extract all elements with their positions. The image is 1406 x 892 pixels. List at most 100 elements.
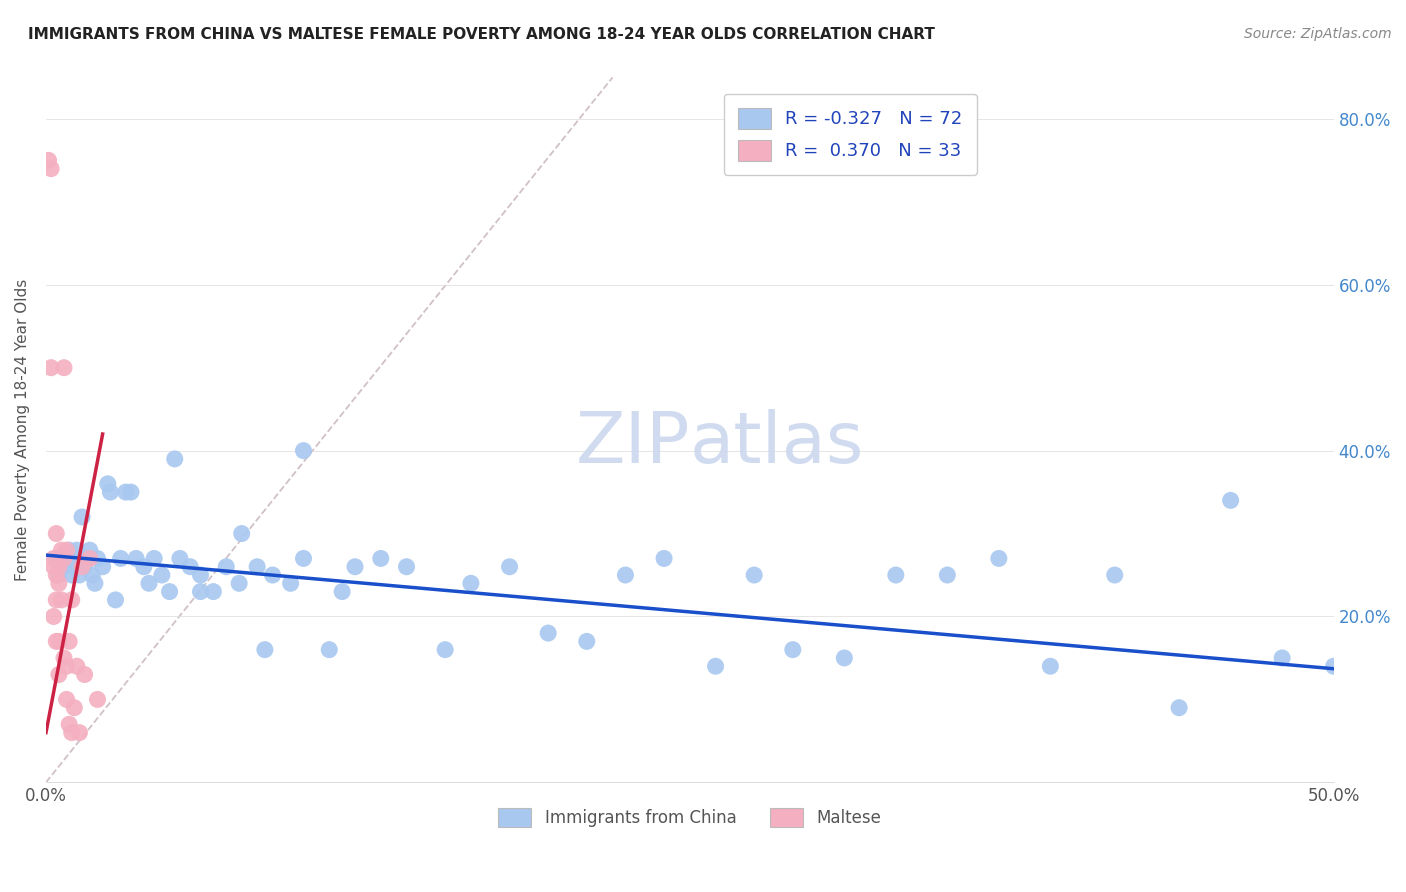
Point bbox=[262, 568, 284, 582]
Point bbox=[884, 568, 907, 582]
Point bbox=[63, 700, 86, 714]
Point bbox=[86, 551, 108, 566]
Point bbox=[55, 551, 77, 566]
Point bbox=[292, 551, 315, 566]
Point bbox=[179, 559, 201, 574]
Point bbox=[48, 568, 70, 582]
Point bbox=[987, 551, 1010, 566]
Point bbox=[60, 568, 83, 582]
Point bbox=[53, 360, 76, 375]
Point bbox=[190, 568, 212, 582]
Point bbox=[60, 593, 83, 607]
Point bbox=[215, 559, 238, 574]
Point bbox=[169, 551, 191, 566]
Point bbox=[936, 568, 959, 582]
Point bbox=[97, 476, 120, 491]
Point bbox=[79, 543, 101, 558]
Point bbox=[45, 551, 67, 566]
Text: Source: ZipAtlas.com: Source: ZipAtlas.com bbox=[1244, 27, 1392, 41]
Point bbox=[246, 559, 269, 574]
Point bbox=[370, 551, 392, 566]
Point bbox=[42, 609, 65, 624]
Point bbox=[742, 568, 765, 582]
Point bbox=[228, 576, 250, 591]
Point bbox=[91, 559, 114, 574]
Point bbox=[704, 659, 727, 673]
Text: ZIP: ZIP bbox=[575, 409, 690, 478]
Point bbox=[55, 543, 77, 558]
Point bbox=[45, 526, 67, 541]
Point bbox=[70, 510, 93, 524]
Point bbox=[63, 559, 86, 574]
Point bbox=[76, 551, 98, 566]
Point bbox=[73, 559, 96, 574]
Point bbox=[98, 485, 121, 500]
Text: atlas: atlas bbox=[690, 409, 865, 478]
Point bbox=[253, 642, 276, 657]
Point bbox=[69, 725, 91, 739]
Point bbox=[1219, 493, 1241, 508]
Point bbox=[51, 543, 73, 558]
Point bbox=[45, 634, 67, 648]
Point bbox=[58, 634, 80, 648]
Point bbox=[79, 551, 101, 566]
Point bbox=[39, 161, 62, 176]
Point bbox=[343, 559, 366, 574]
Point bbox=[318, 642, 340, 657]
Point bbox=[1039, 659, 1062, 673]
Point bbox=[82, 568, 104, 582]
Point bbox=[48, 576, 70, 591]
Point bbox=[280, 576, 302, 591]
Point bbox=[73, 667, 96, 681]
Point bbox=[120, 485, 142, 500]
Point bbox=[330, 584, 353, 599]
Point bbox=[190, 584, 212, 599]
Point bbox=[51, 559, 73, 574]
Point bbox=[782, 642, 804, 657]
Point bbox=[132, 559, 155, 574]
Point bbox=[125, 551, 148, 566]
Point bbox=[114, 485, 136, 500]
Point bbox=[1104, 568, 1126, 582]
Point bbox=[70, 559, 93, 574]
Point bbox=[53, 651, 76, 665]
Point bbox=[537, 626, 560, 640]
Point bbox=[395, 559, 418, 574]
Point bbox=[48, 559, 70, 574]
Point bbox=[1323, 659, 1346, 673]
Point bbox=[150, 568, 173, 582]
Point bbox=[434, 642, 457, 657]
Point bbox=[66, 543, 89, 558]
Point bbox=[42, 551, 65, 566]
Point bbox=[202, 584, 225, 599]
Point bbox=[60, 725, 83, 739]
Point bbox=[66, 659, 89, 673]
Point bbox=[58, 543, 80, 558]
Point bbox=[460, 576, 482, 591]
Point bbox=[53, 559, 76, 574]
Point bbox=[38, 153, 60, 168]
Point bbox=[1271, 651, 1294, 665]
Point bbox=[58, 717, 80, 731]
Point bbox=[652, 551, 675, 566]
Point bbox=[48, 667, 70, 681]
Point bbox=[292, 443, 315, 458]
Point bbox=[53, 551, 76, 566]
Point bbox=[575, 634, 598, 648]
Point bbox=[138, 576, 160, 591]
Point bbox=[69, 568, 91, 582]
Point bbox=[48, 634, 70, 648]
Point bbox=[42, 559, 65, 574]
Point bbox=[231, 526, 253, 541]
Point bbox=[45, 593, 67, 607]
Point bbox=[1168, 700, 1191, 714]
Y-axis label: Female Poverty Among 18-24 Year Olds: Female Poverty Among 18-24 Year Olds bbox=[15, 279, 30, 581]
Point bbox=[60, 551, 83, 566]
Point bbox=[143, 551, 166, 566]
Point bbox=[55, 692, 77, 706]
Point bbox=[39, 360, 62, 375]
Point bbox=[110, 551, 132, 566]
Point bbox=[86, 692, 108, 706]
Point bbox=[498, 559, 520, 574]
Point bbox=[163, 451, 186, 466]
